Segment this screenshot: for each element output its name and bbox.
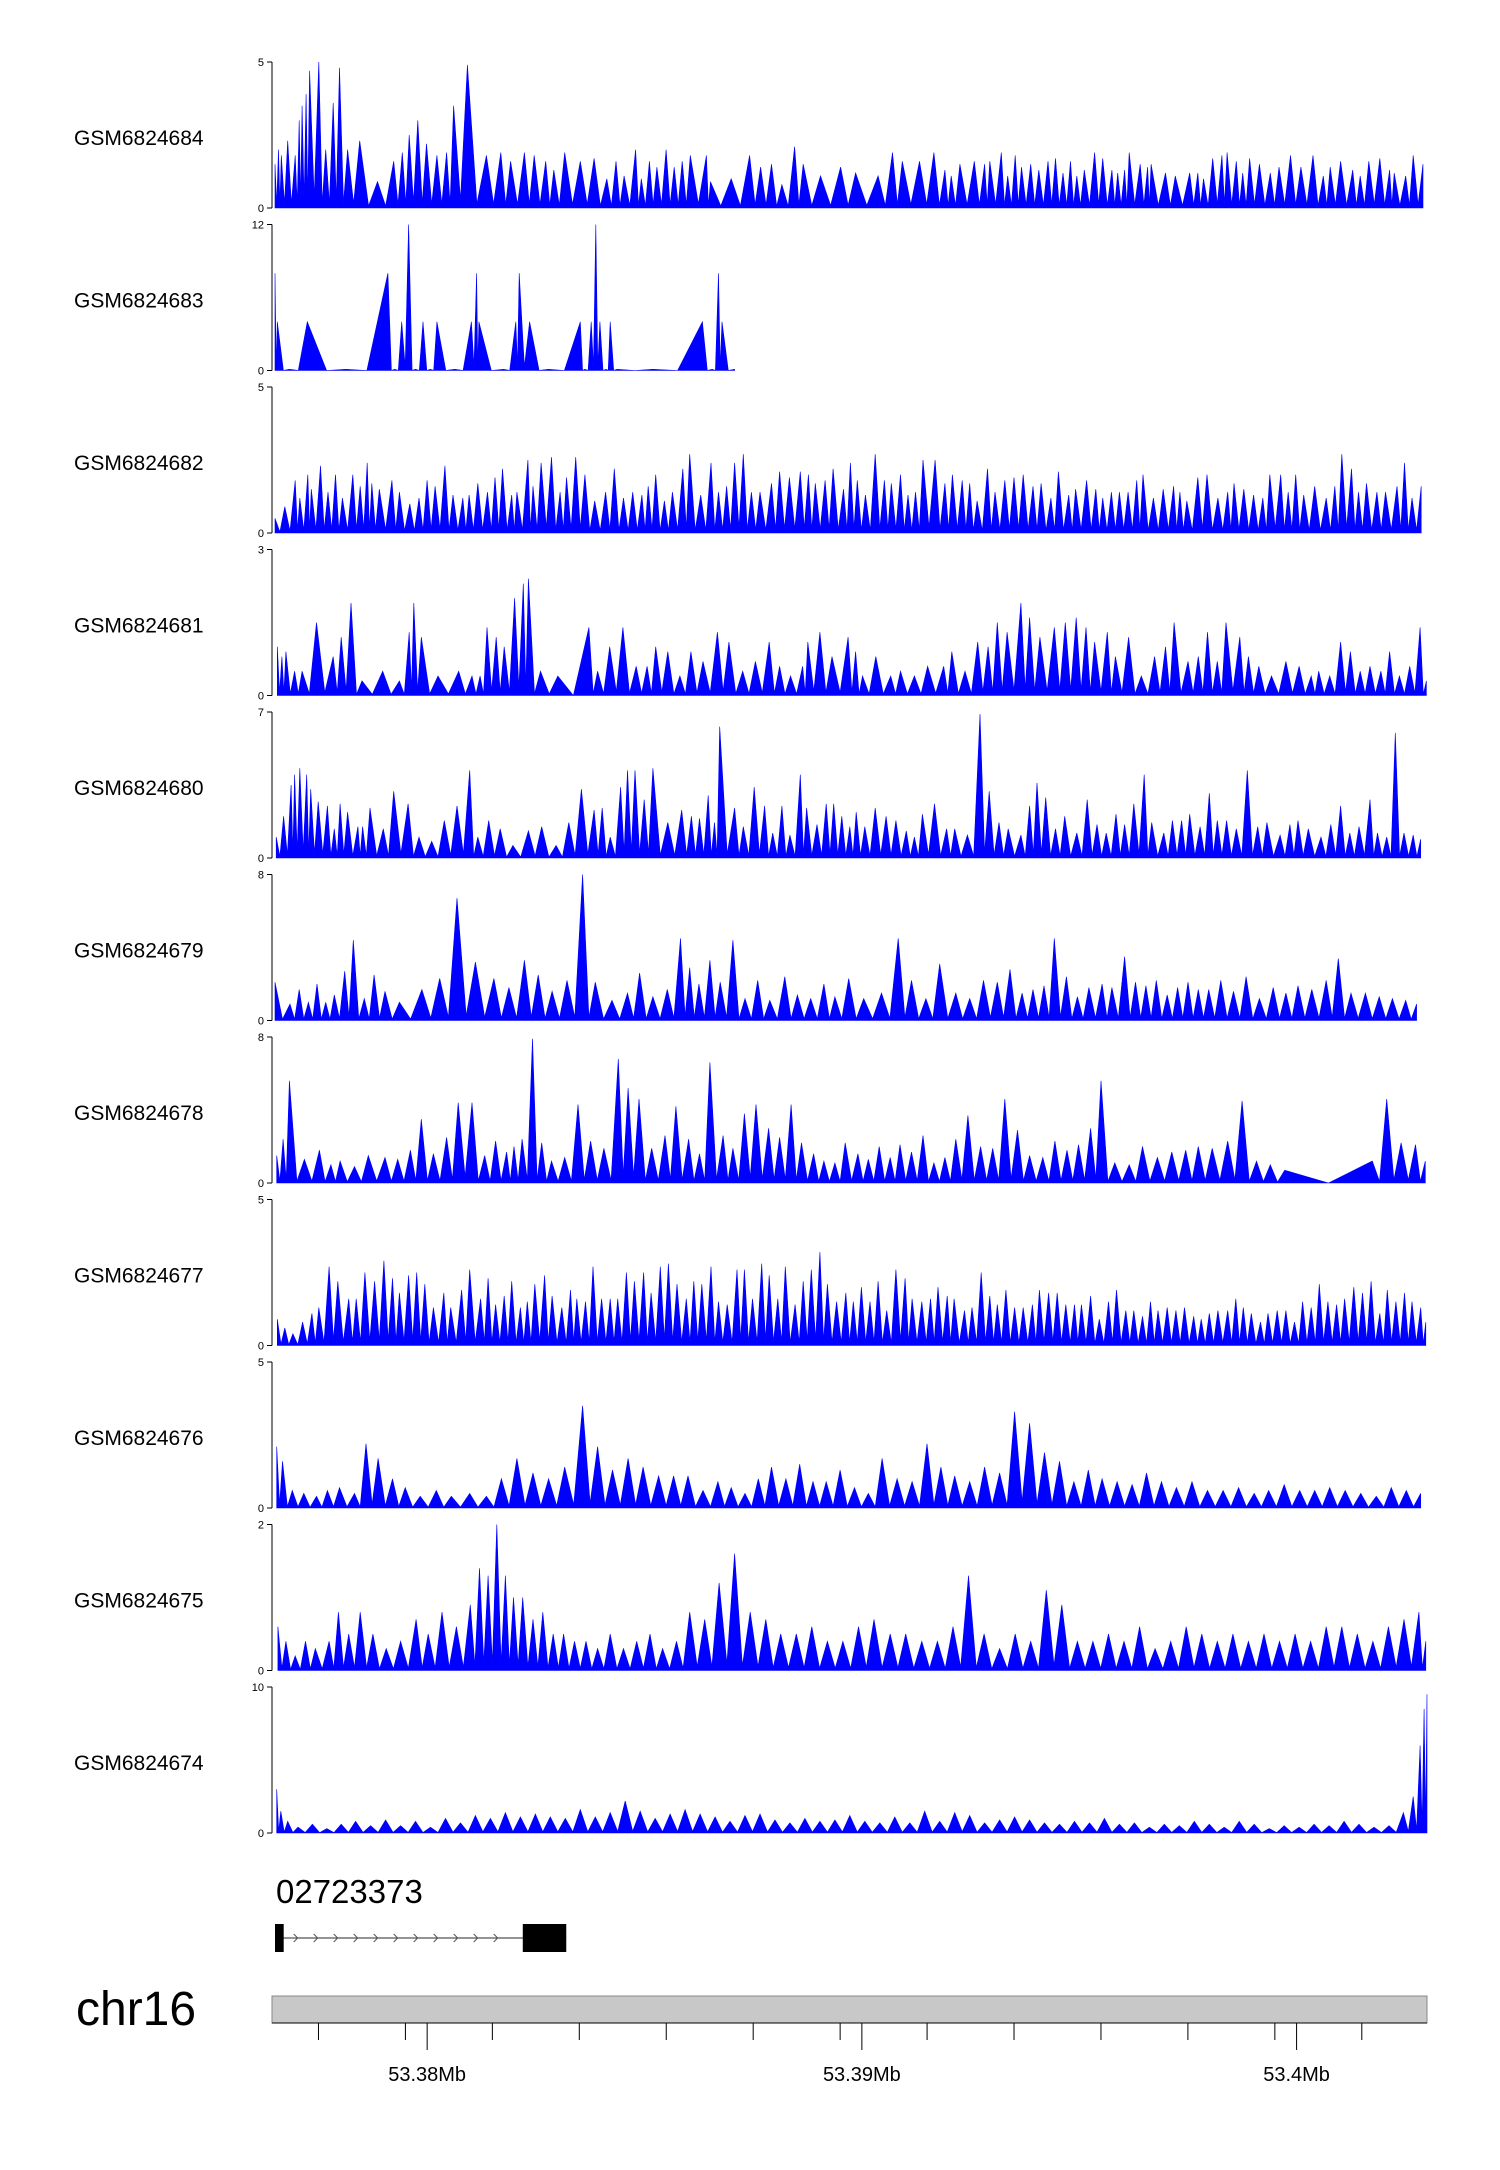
y-tick-label-zero: 0 [258, 1828, 264, 1840]
track-name-label: GSM6824676 [74, 1427, 204, 1450]
x-axis-tick-label: 53.39Mb [823, 2064, 901, 2086]
chromosome-label: chr16 [76, 1983, 196, 2036]
track-name-label: GSM6824677 [74, 1265, 204, 1288]
y-tick-label-max: 5 [258, 57, 264, 69]
y-tick-label-max: 3 [258, 545, 264, 557]
strand-arrow [413, 1933, 419, 1943]
y-tick-label-max: 2 [258, 1520, 264, 1532]
y-tick-label-zero: 0 [258, 366, 264, 378]
track-GSM6824675: GSM6824675 2 0 [74, 1520, 1427, 1678]
track-GSM6824683: GSM6824683 12 0 [74, 220, 735, 378]
coverage-area [274, 874, 1417, 1021]
track-name-label: GSM6824678 [74, 1102, 204, 1125]
gene-exon [275, 1924, 284, 1952]
y-tick-label-max: 10 [252, 1682, 264, 1694]
strand-arrow [333, 1933, 339, 1943]
x-axis-tick-label: 53.4Mb [1263, 2064, 1330, 2086]
strand-arrow [353, 1933, 359, 1943]
strand-arrow [393, 1933, 399, 1943]
data-tracks: GSM682468450GSM6824683120GSM682468250GSM… [74, 57, 1428, 1840]
coverage-area [274, 454, 1422, 534]
y-tick-label-zero: 0 [258, 203, 264, 215]
track-name-label: GSM6824681 [74, 615, 204, 638]
gene-name-label: 02723373 [276, 1873, 423, 1910]
strand-arrow [293, 1933, 299, 1943]
strand-arrow [313, 1933, 319, 1943]
track-name-label: GSM6824683 [74, 290, 204, 313]
chromosome-band [271, 1995, 1428, 2024]
strand-arrow [493, 1933, 499, 1943]
chromosome-ideogram: chr16 53.38Mb 53.39Mb 53.4Mb [76, 1983, 1428, 2086]
track-GSM6824674: GSM6824674 10 0 [74, 1682, 1428, 1840]
coverage-area [276, 1405, 1421, 1509]
strand-arrow [433, 1933, 439, 1943]
track-name-label: GSM6824684 [74, 127, 204, 150]
track-GSM6824681: GSM6824681 3 0 [74, 545, 1427, 703]
y-tick-label-zero: 0 [258, 528, 264, 540]
y-tick-label-zero: 0 [258, 1341, 264, 1353]
track-name-label: GSM6824674 [74, 1752, 204, 1775]
gene-exon [522, 1924, 567, 1952]
track-GSM6824682: GSM6824682 5 0 [74, 382, 1422, 540]
strand-arrow [453, 1933, 459, 1943]
coverage-area [275, 714, 1421, 859]
y-tick-label-max: 12 [252, 220, 264, 232]
y-tick-label-max: 5 [258, 382, 264, 394]
y-tick-label-zero: 0 [258, 1016, 264, 1028]
track-GSM6824676: GSM6824676 5 0 [74, 1357, 1421, 1515]
coverage-area [277, 1252, 1427, 1346]
strand-arrow [373, 1933, 379, 1943]
y-tick-label-max: 8 [258, 870, 264, 882]
track-GSM6824684: GSM6824684 5 0 [74, 57, 1424, 215]
y-tick-label-max: 5 [258, 1357, 264, 1369]
track-GSM6824678: GSM6824678 8 0 [74, 1032, 1426, 1190]
track-name-label: GSM6824675 [74, 1590, 204, 1613]
coverage-area [276, 1694, 1428, 1834]
strand-arrow [473, 1933, 479, 1943]
track-name-label: GSM6824679 [74, 940, 204, 963]
track-name-label: GSM6824682 [74, 452, 204, 475]
track-GSM6824677: GSM6824677 5 0 [74, 1195, 1427, 1353]
y-tick-label-zero: 0 [258, 691, 264, 703]
coverage-area [277, 1524, 1427, 1671]
y-tick-label-max: 7 [258, 707, 264, 719]
gene-annotation-track: 02723373 [275, 1873, 567, 1952]
y-tick-label-zero: 0 [258, 1666, 264, 1678]
y-tick-label-zero: 0 [258, 853, 264, 865]
y-tick-label-zero: 0 [258, 1178, 264, 1190]
x-axis-tick-label: 53.38Mb [388, 2064, 466, 2086]
coverage-area [276, 1038, 1426, 1184]
track-GSM6824680: GSM6824680 7 0 [74, 707, 1421, 865]
y-tick-label-max: 5 [258, 1195, 264, 1207]
coverage-area [277, 578, 1427, 697]
track-name-label: GSM6824680 [74, 777, 204, 800]
coverage-area [274, 61, 1424, 209]
y-tick-label-zero: 0 [258, 1503, 264, 1515]
y-tick-label-max: 8 [258, 1032, 264, 1044]
track-GSM6824679: GSM6824679 8 0 [74, 870, 1417, 1028]
coverage-area [274, 224, 735, 371]
